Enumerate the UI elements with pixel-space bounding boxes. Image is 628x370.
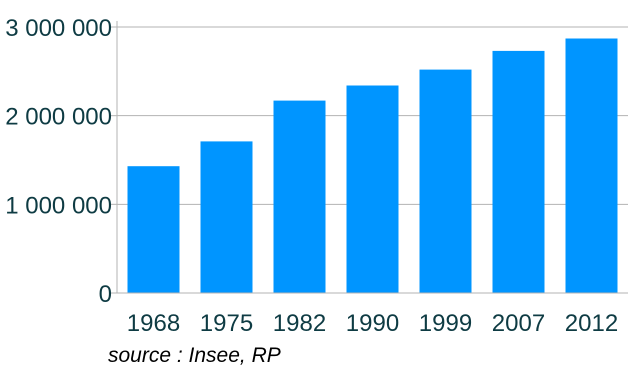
x-tick-label: 1990 <box>346 310 399 337</box>
y-tick-labels: 0 1 000 000 2 000 000 3 000 000 <box>5 15 112 308</box>
x-tick-label: 1982 <box>273 310 326 337</box>
y-tick-label: 2 000 000 <box>5 104 112 131</box>
y-tick-label: 3 000 000 <box>5 15 112 42</box>
bar-2012 <box>565 38 618 293</box>
x-tick-label: 1975 <box>200 310 253 337</box>
x-tick-labels: 1968 1975 1982 1990 1999 2007 2012 <box>127 310 618 337</box>
y-tick-label: 0 <box>99 281 112 308</box>
bar-1982 <box>273 100 326 293</box>
bar-1999 <box>419 69 472 293</box>
bars <box>127 38 618 294</box>
bar-1975 <box>200 141 253 293</box>
axes <box>111 21 628 294</box>
x-tick-label: 2012 <box>565 310 618 337</box>
bar-2007 <box>492 50 545 294</box>
x-tick-label: 2007 <box>492 310 545 337</box>
x-tick-label: 1999 <box>419 310 472 337</box>
source-note: source : Insee, RP <box>108 344 281 367</box>
x-tick-label: 1968 <box>127 310 180 337</box>
y-tick-label: 1 000 000 <box>5 192 112 219</box>
bar-1990 <box>346 85 399 293</box>
bar-1968 <box>127 166 180 293</box>
